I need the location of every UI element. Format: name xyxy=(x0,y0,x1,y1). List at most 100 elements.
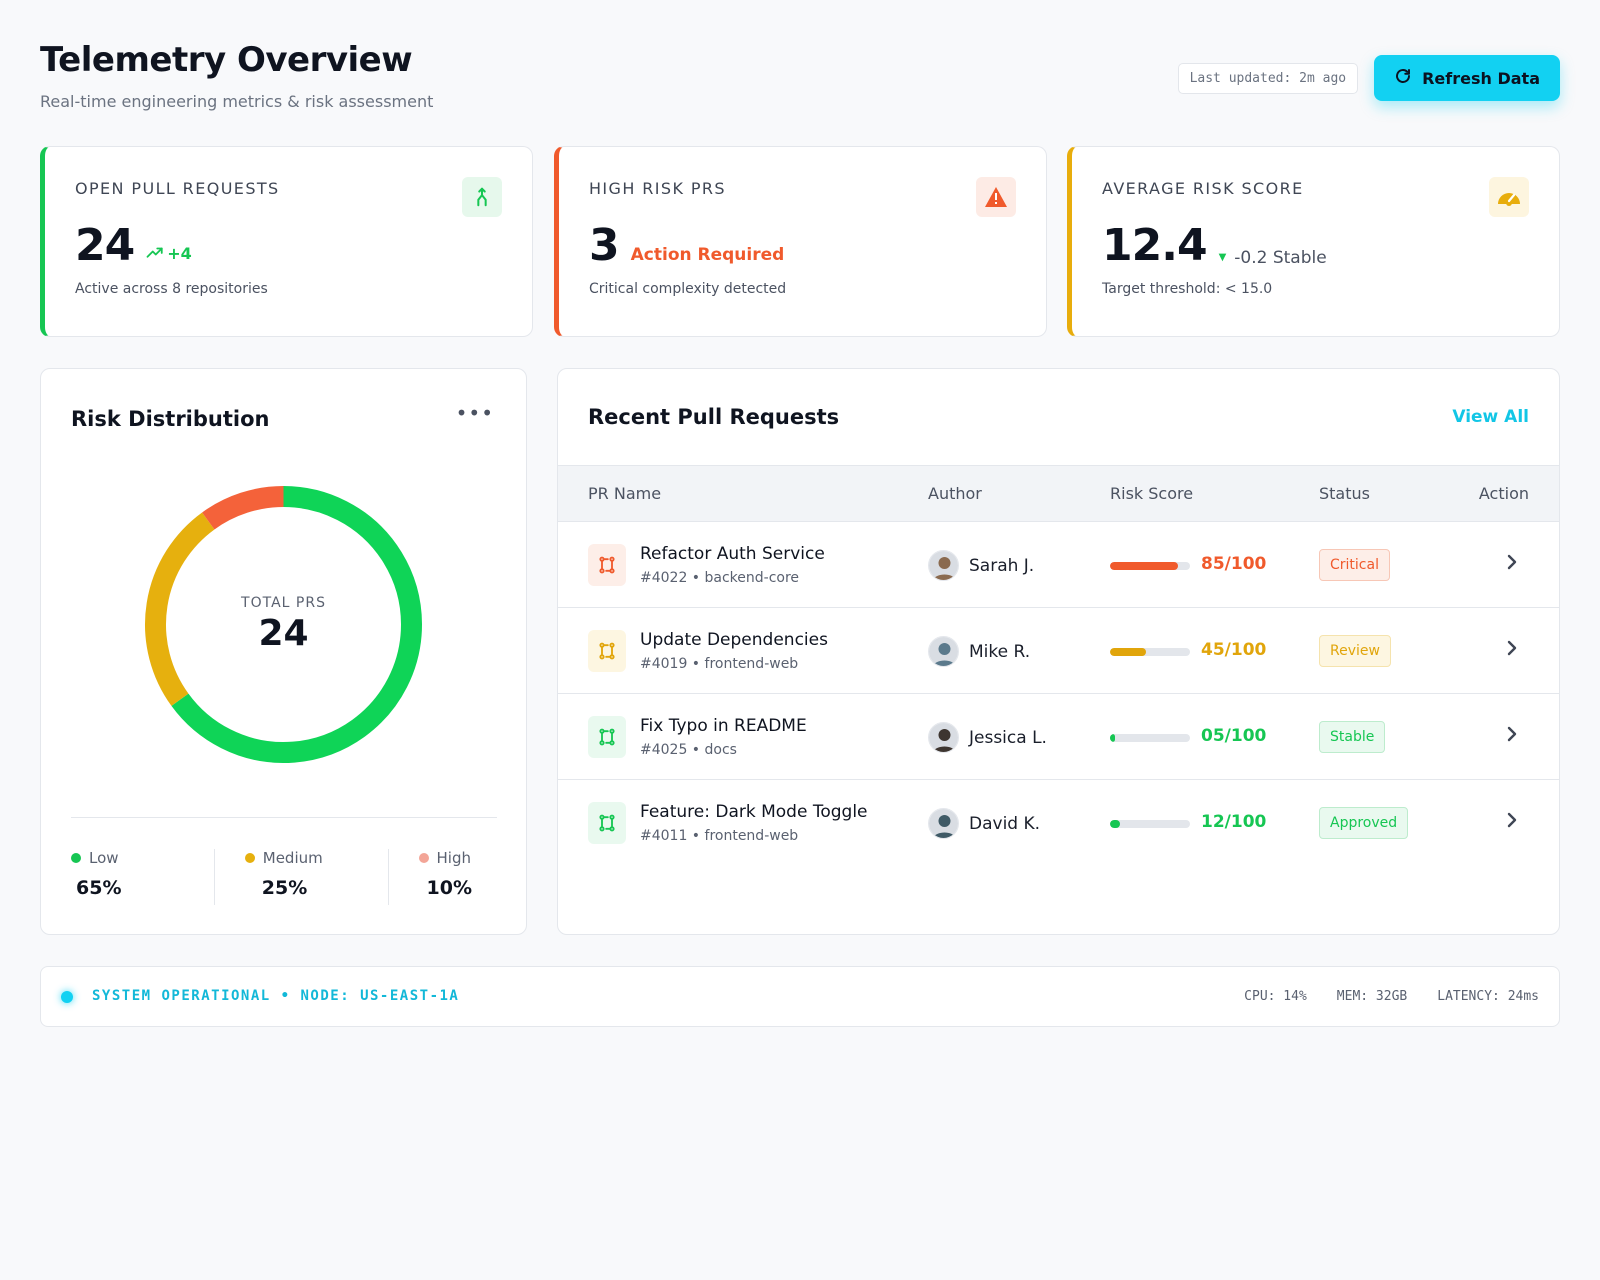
legend-dot xyxy=(71,853,81,863)
risk-score-value: 45/100 xyxy=(1201,640,1267,660)
pr-author: Mike R. xyxy=(928,636,1030,667)
pr-author: Sarah J. xyxy=(928,550,1034,581)
donut-segment-high xyxy=(202,486,284,530)
author-name: Jessica L. xyxy=(969,727,1047,748)
legend-dot xyxy=(244,853,255,863)
avatar xyxy=(928,550,959,581)
pr-meta: #4019 • frontend-web xyxy=(640,656,799,672)
trend-up-icon xyxy=(146,247,163,258)
donut-segment-low xyxy=(171,486,422,763)
donut-center-label: TOTAL PRS xyxy=(241,595,326,611)
chevron-right-icon[interactable] xyxy=(1505,552,1519,576)
donut-chart: TOTAL PRS 24 xyxy=(141,482,426,767)
table-row[interactable]: Refactor Auth Service #4022 • backend-cor… xyxy=(558,522,1559,608)
warning-triangle-icon xyxy=(976,177,1016,217)
risk-score-bar xyxy=(1110,820,1190,828)
risk-score-bar xyxy=(1110,648,1190,656)
latency-metric: LATENCY: 24ms xyxy=(1437,989,1539,1004)
column-header[interactable]: PR Name xyxy=(588,484,662,503)
table-row[interactable]: Feature: Dark Mode Toggle #4011 • fronten… xyxy=(558,780,1559,866)
git-pull-request-icon xyxy=(588,544,626,586)
risk-score-bar xyxy=(1110,734,1190,742)
risk-legend: Low 65% Medium 25% High 10% xyxy=(71,849,497,905)
author-name: Mike R. xyxy=(969,641,1031,662)
legend-dot xyxy=(418,853,429,863)
author-name: Sarah J. xyxy=(969,555,1035,576)
legend-high: High 10% xyxy=(387,849,498,905)
status-badge: Stable xyxy=(1319,721,1386,753)
donut-center: TOTAL PRS 24 xyxy=(141,482,426,767)
table-row[interactable]: Update Dependencies #4019 • frontend-web M… xyxy=(558,608,1559,694)
system-status-text: SYSTEM OPERATIONAL • NODE: US-EAST-1A xyxy=(92,988,460,1004)
column-header[interactable]: Author xyxy=(928,484,982,503)
pr-card-header: Recent Pull Requests View All xyxy=(558,369,1559,466)
kpi-value: 12.4 xyxy=(1102,220,1208,271)
kpi-label: AVERAGE RISK SCORE xyxy=(1102,179,1304,198)
table-row[interactable]: Fix Typo in README #4025 • docs Jessica L.… xyxy=(558,694,1559,780)
risk-distribution-card: Risk Distribution ••• TOTAL PRS 24 Low 6… xyxy=(40,368,527,935)
column-header[interactable]: Status xyxy=(1319,484,1370,503)
legend-pct: 25% xyxy=(261,877,308,899)
kpi-note: Target threshold: < 15.0 xyxy=(1102,281,1273,297)
avatar xyxy=(928,808,959,839)
mem-metric: MEM: 32GB xyxy=(1336,989,1408,1004)
chevron-right-icon[interactable] xyxy=(1505,638,1519,662)
kpi-card-high-risk: HIGH RISK PRS 3 Action Required Critical… xyxy=(554,146,1047,337)
kpi-value: 24 xyxy=(75,220,135,271)
pr-name[interactable]: Refactor Auth Service xyxy=(640,544,825,564)
kpi-value: 3 xyxy=(589,220,620,271)
table-header: PR Name Author Risk Score Status Action xyxy=(558,466,1559,522)
pr-author: Jessica L. xyxy=(928,722,1047,753)
chevron-right-icon[interactable] xyxy=(1505,810,1519,834)
pr-meta: #4022 • backend-core xyxy=(640,570,800,586)
refresh-data-label: Refresh Data xyxy=(1422,68,1540,88)
status-indicator-dot xyxy=(61,991,73,1003)
recent-pull-requests-card: Recent Pull Requests View All PR Name Au… xyxy=(557,368,1560,935)
legend-medium: Medium 25% xyxy=(213,849,388,905)
status-badge: Approved xyxy=(1319,807,1409,839)
pr-card-title: Recent Pull Requests xyxy=(588,405,840,429)
view-all-link[interactable]: View All xyxy=(1452,407,1529,427)
risk-score-value: 05/100 xyxy=(1201,726,1267,746)
donut-center-value: 24 xyxy=(258,613,309,654)
risk-score-bar xyxy=(1110,562,1190,570)
caret-down-icon: ▼ xyxy=(1218,252,1227,263)
donut-segment-medium xyxy=(145,512,215,706)
pr-name[interactable]: Update Dependencies xyxy=(640,630,828,650)
risk-score-value: 12/100 xyxy=(1201,812,1267,832)
system-status-bar: SYSTEM OPERATIONAL • NODE: US-EAST-1A CP… xyxy=(40,966,1560,1027)
gauge-icon xyxy=(1489,177,1529,217)
chevron-right-icon[interactable] xyxy=(1505,724,1519,748)
git-pull-request-icon xyxy=(588,630,626,672)
risk-distribution-title: Risk Distribution xyxy=(71,407,270,431)
refresh-data-button[interactable]: Refresh Data xyxy=(1374,55,1560,101)
last-updated-label: Last updated: 2m ago xyxy=(1177,62,1359,94)
risk-score-fill xyxy=(1110,820,1120,828)
kpi-card-avg-risk: AVERAGE RISK SCORE 12.4 ▼ -0.2 Stable Ta… xyxy=(1067,146,1560,337)
divider xyxy=(71,817,497,818)
column-header: Action xyxy=(1478,484,1529,503)
git-pull-request-icon xyxy=(588,802,626,844)
pr-name[interactable]: Feature: Dark Mode Toggle xyxy=(640,802,868,822)
status-badge: Critical xyxy=(1319,549,1390,581)
page-title: Telemetry Overview xyxy=(40,40,413,80)
more-options-icon[interactable]: ••• xyxy=(455,401,494,425)
legend-pct: 10% xyxy=(426,877,472,899)
kpi-note: Active across 8 repositories xyxy=(75,281,268,297)
risk-score-fill xyxy=(1110,734,1115,742)
avatar xyxy=(928,636,959,667)
page-subtitle: Real-time engineering metrics & risk ass… xyxy=(40,92,434,111)
pr-meta: #4025 • docs xyxy=(640,742,737,758)
pr-meta: #4011 • frontend-web xyxy=(640,828,799,844)
refresh-icon xyxy=(1394,67,1412,89)
kpi-card-open-prs: OPEN PULL REQUESTS 24 +4 Active across 8… xyxy=(40,146,533,337)
kpi-label: OPEN PULL REQUESTS xyxy=(75,179,280,198)
risk-score-fill xyxy=(1110,562,1178,570)
status-badge: Review xyxy=(1319,635,1391,667)
page-header: Telemetry Overview Real-time engineering… xyxy=(40,40,1560,120)
pr-name[interactable]: Fix Typo in README xyxy=(640,716,807,736)
git-pull-request-icon xyxy=(588,716,626,758)
git-merge-icon xyxy=(462,177,502,217)
header-actions: Last updated: 2m ago Refresh Data xyxy=(1177,55,1560,101)
column-header[interactable]: Risk Score xyxy=(1110,484,1194,503)
